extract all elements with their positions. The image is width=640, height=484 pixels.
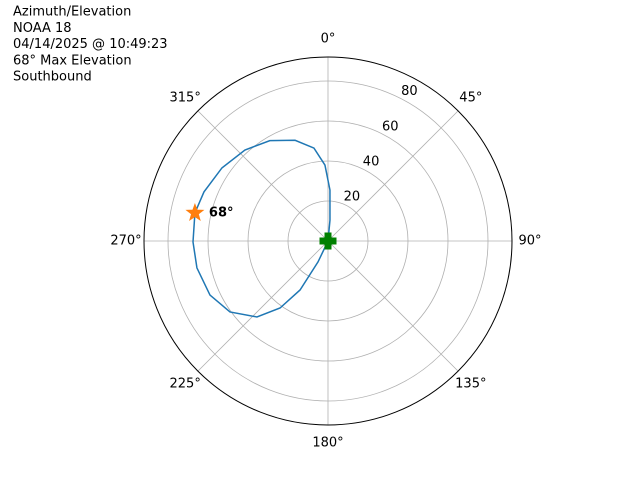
r-tick-label: 60: [382, 119, 399, 134]
grid-spoke: [327, 240, 459, 372]
theta-tick-label: 0°: [321, 32, 336, 47]
theta-tick-label: 180°: [312, 436, 343, 451]
r-tick-label: 40: [363, 154, 380, 169]
origin-marker: [319, 232, 337, 250]
r-tick-label: 80: [401, 84, 418, 99]
title-line: 68° Max Elevation: [13, 53, 132, 68]
grid-spoke: [197, 240, 329, 372]
max-label: 68°: [209, 205, 234, 220]
theta-tick-label: 135°: [455, 376, 486, 391]
grid-spoke: [327, 110, 459, 242]
title-line: Southbound: [13, 70, 92, 85]
r-tick-label: 20: [344, 190, 361, 205]
theta-tick-label: 90°: [518, 234, 541, 249]
title-line: 04/14/2025 @ 10:49:23: [13, 37, 168, 52]
title-line: Azimuth/Elevation: [13, 5, 131, 20]
title-line: NOAA 18: [13, 21, 72, 36]
pass-line: [192, 139, 331, 318]
outer-ring: [143, 56, 513, 426]
theta-tick-label: 270°: [110, 234, 141, 249]
theta-tick-label: 315°: [170, 91, 201, 106]
theta-tick-label: 45°: [459, 91, 482, 106]
theta-tick-label: 225°: [170, 376, 201, 391]
grid-spoke: [197, 110, 329, 242]
max-marker: [185, 202, 205, 222]
